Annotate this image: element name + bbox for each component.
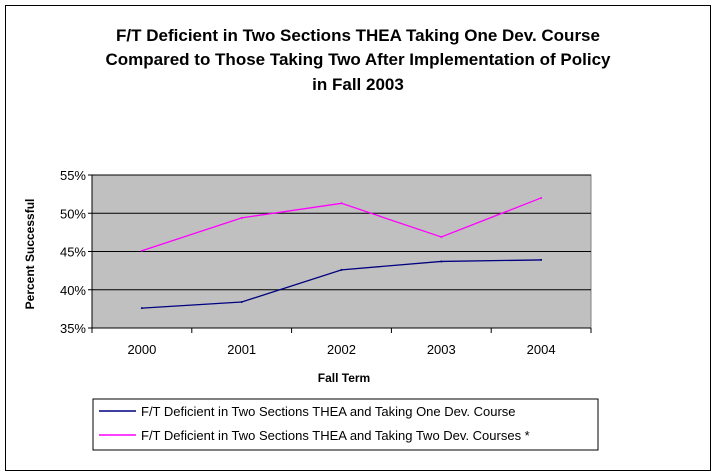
y-tick-label: 35%: [60, 321, 86, 336]
data-point: [340, 268, 343, 271]
x-axis-title: Fall Term: [318, 371, 370, 385]
legend-label-series-2: F/T Deficient in Two Sections THEA and T…: [141, 428, 530, 443]
line-chart: F/T Deficient in Two Sections THEA Takin…: [23, 26, 611, 451]
gridlines: [92, 174, 591, 291]
x-tick-label: 2002: [327, 342, 356, 357]
x-axis: 2000 2001 2002 2003 2004: [91, 327, 592, 357]
chart-frame: F/T Deficient in Two Sections THEA Takin…: [5, 5, 711, 471]
data-point: [340, 202, 343, 205]
data-point: [440, 235, 443, 238]
legend-label-series-1: F/T Deficient in Two Sections THEA and T…: [141, 404, 516, 419]
legend-box: [92, 398, 599, 451]
x-tick-label: 2004: [527, 342, 556, 357]
chart-title-line-1: F/T Deficient in Two Sections THEA Takin…: [116, 26, 600, 45]
chart-title-line-2: Compared to Those Taking Two After Imple…: [105, 50, 611, 69]
y-tick-label: 55%: [60, 168, 86, 183]
x-tick-label: 2003: [427, 342, 456, 357]
series-lines: [140, 196, 543, 310]
legend: F/T Deficient in Two Sections THEA and T…: [92, 398, 599, 451]
chart-title-line-3: in Fall 2003: [312, 75, 404, 94]
data-point: [140, 249, 143, 252]
x-tick-label: 2000: [127, 342, 156, 357]
y-axis-title: Percent Successful: [23, 199, 37, 310]
x-tick-label: 2001: [227, 342, 256, 357]
data-point: [540, 196, 543, 199]
data-point: [140, 307, 143, 310]
data-point: [540, 258, 543, 261]
chart-title: F/T Deficient in Two Sections THEA Takin…: [105, 26, 611, 94]
data-point: [240, 216, 243, 219]
y-tick-label: 45%: [60, 245, 86, 260]
y-axis-ticks: 35% 40% 45% 50% 55%: [60, 168, 93, 336]
y-tick-label: 50%: [60, 206, 86, 221]
y-tick-label: 40%: [60, 283, 86, 298]
data-point: [440, 260, 443, 263]
data-point: [240, 300, 243, 303]
